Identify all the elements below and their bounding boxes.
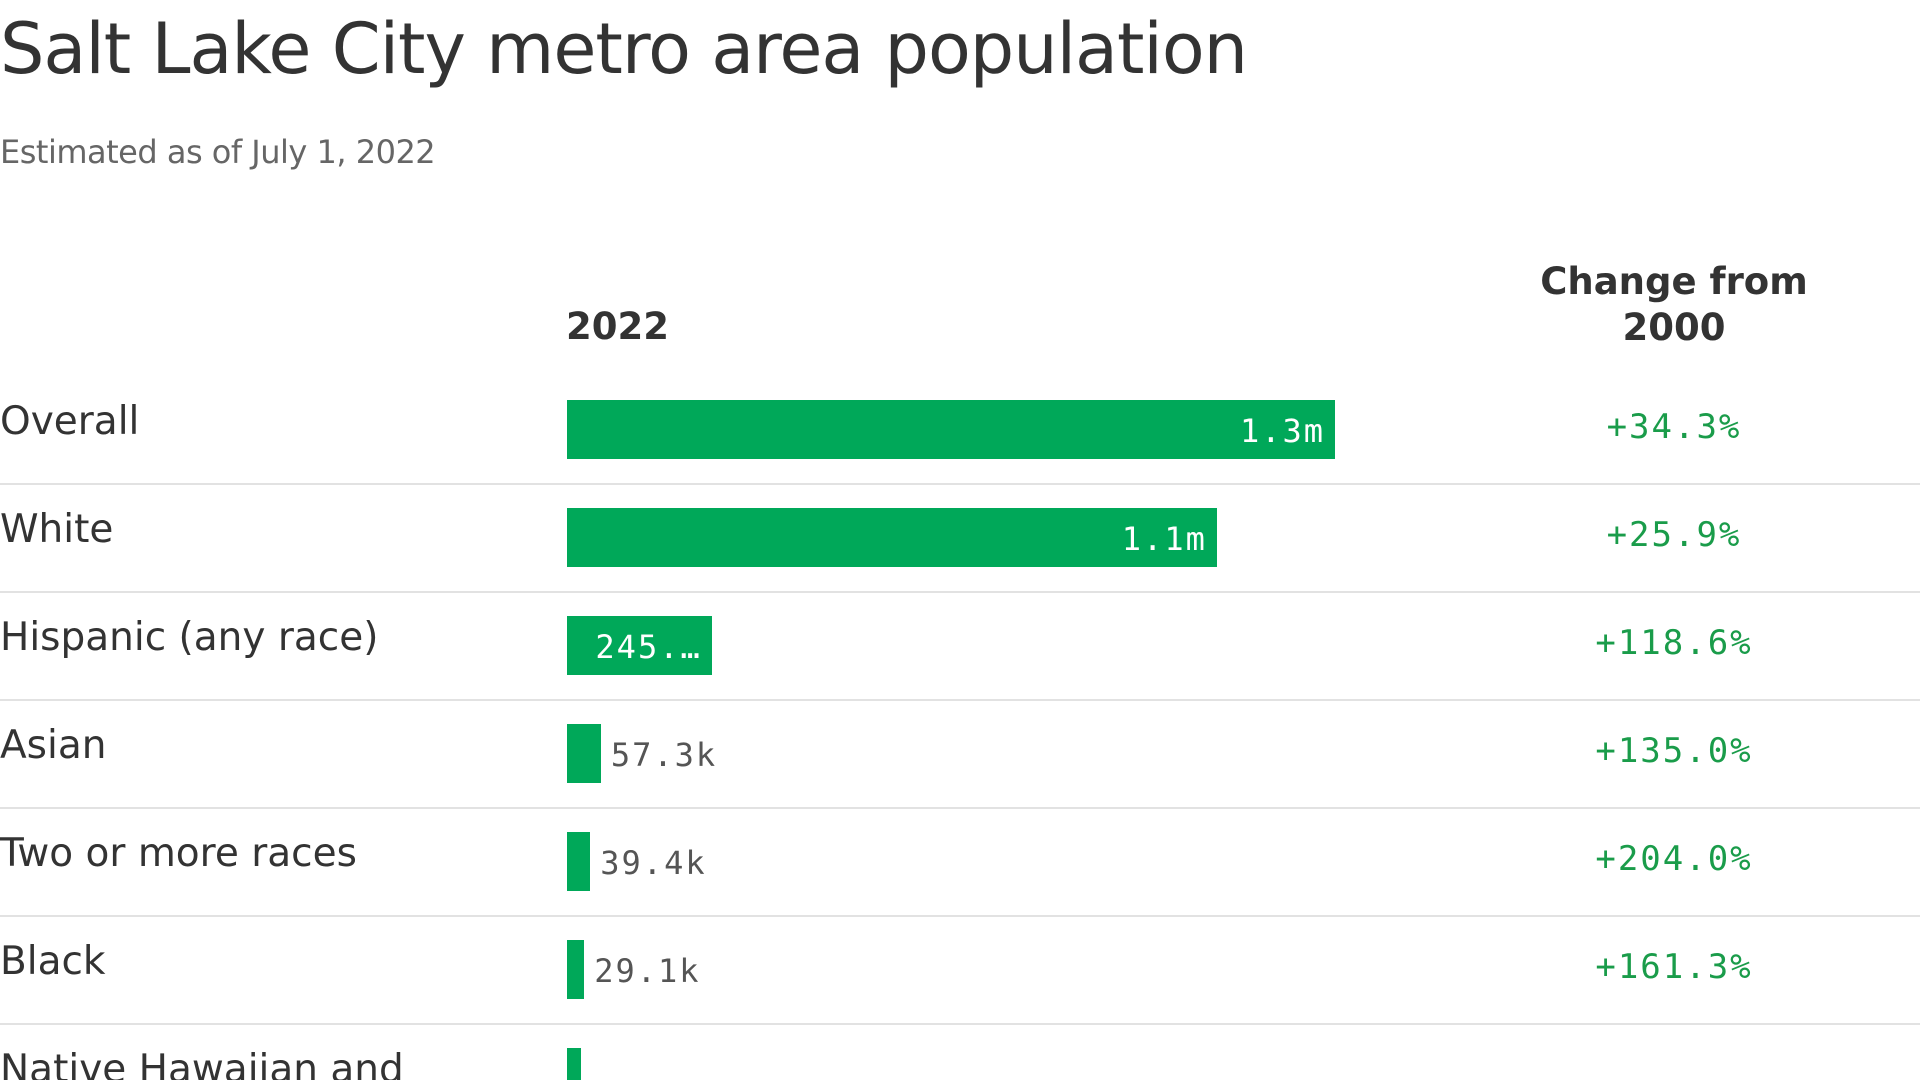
row-divider bbox=[0, 1023, 1920, 1025]
row-divider bbox=[0, 591, 1920, 593]
value-label: 29.1k bbox=[594, 952, 701, 990]
row-divider bbox=[0, 483, 1920, 485]
bar bbox=[567, 400, 1335, 459]
row-label: Black bbox=[0, 939, 106, 984]
row-label: White bbox=[0, 507, 114, 552]
value-label: 1.1m bbox=[1121, 520, 1207, 558]
value-label: 245.… bbox=[595, 628, 702, 666]
bar bbox=[567, 1048, 582, 1080]
bar bbox=[567, 832, 591, 891]
change-label: +118.6% bbox=[1595, 623, 1753, 663]
value-label: 39.4k bbox=[600, 844, 707, 882]
bar bbox=[567, 508, 1217, 567]
column-header: Change from 2000 bbox=[1540, 260, 1808, 349]
bar bbox=[567, 616, 712, 675]
value-label: 1.3m bbox=[1239, 412, 1325, 450]
row-label: Two or more races bbox=[0, 831, 357, 876]
row-label: Asian bbox=[0, 723, 107, 768]
bar bbox=[567, 724, 601, 783]
row-label: Overall bbox=[0, 399, 140, 444]
bar bbox=[567, 940, 585, 999]
row-divider bbox=[0, 699, 1920, 701]
change-label: +34.3% bbox=[1606, 407, 1742, 447]
change-label: +204.0% bbox=[1595, 839, 1753, 879]
change-label: +25.9% bbox=[1606, 515, 1742, 555]
row-label: Native Hawaiian and bbox=[0, 1047, 404, 1080]
row-divider bbox=[0, 807, 1920, 809]
value-label: 57.3k bbox=[610, 736, 718, 774]
row-divider bbox=[0, 915, 1920, 917]
change-label: +161.3% bbox=[1595, 947, 1753, 987]
column-header: 2022 bbox=[566, 305, 669, 348]
chart-title: Salt Lake City metro area population bbox=[0, 8, 1248, 90]
row-label: Hispanic (any race) bbox=[0, 615, 379, 660]
change-label: +135.0% bbox=[1595, 731, 1753, 771]
chart-subtitle: Estimated as of July 1, 2022 bbox=[0, 133, 436, 171]
